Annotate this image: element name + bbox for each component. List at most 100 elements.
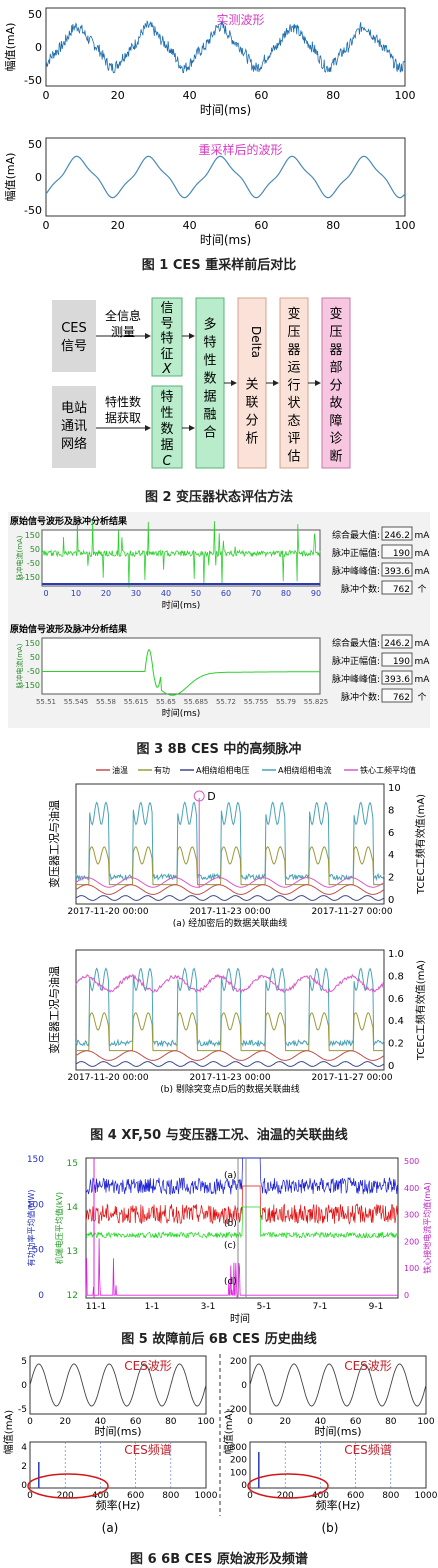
fig4-bottom-ytick-label: 0.8: [388, 971, 404, 982]
delta-label: 分: [245, 413, 258, 428]
fig5-y2-tick: 15: [67, 1159, 78, 1169]
feature-c-label: 性: [160, 406, 173, 421]
fig3-top-xtick-label: 80: [281, 589, 291, 598]
fig1-bottom-xtick-label: 80: [326, 219, 340, 232]
eval-label: 状: [287, 396, 300, 411]
fig6-b-wave-xtick: 20: [279, 1417, 291, 1427]
station-network-box: [52, 386, 96, 468]
fig5-y3-tick: 400: [404, 1184, 419, 1193]
fig6-b-wave-xtick: 40: [315, 1417, 327, 1427]
feature-x-label: 征: [160, 347, 173, 362]
fig6-a-waveform: [29, 1363, 207, 1407]
figure-6: 5 0 -5 0 20 40 60 80 100 时间(ms) CES波形 4 2 0 0 200 400 600…: [0, 1350, 438, 1550]
fig6-b-ylabel: 幅值(mA): [222, 1410, 235, 1454]
fig6-a-wave-ytick: -5: [18, 1405, 27, 1415]
figure-6-caption: 图 6 6B CES 原始波形及频谱: [130, 1552, 308, 1567]
eval-label: 变: [287, 306, 300, 322]
fig4-bottom-left-label: 变压器工况与油温: [47, 966, 61, 1054]
fig6-b-highlight-ellipse: [247, 1473, 329, 1499]
fig4-legend-label: A相绕组相电流: [278, 765, 331, 775]
fig6-a-spec-xtick: 200: [57, 1491, 74, 1501]
fig6-a-spec-xtick: 600: [127, 1491, 144, 1501]
fig3-top-row-box: [381, 544, 413, 559]
fig3-top-row-value: 246.2: [384, 531, 410, 541]
fig3-bottom-row-label: 脉冲正幅值:: [332, 655, 380, 667]
fig1-bottom-xtick-label: 60: [254, 219, 268, 232]
fig4-bottom-power-line: [76, 1012, 384, 1052]
feature-c-label: 据: [160, 438, 173, 453]
fig3-bottom-row-unit: mA: [415, 675, 431, 685]
fig5-y2-tick: 12: [67, 1291, 78, 1301]
fig6-b-wave-ytick: -200: [227, 1405, 248, 1415]
fig6-a-wave-ytick: 0: [21, 1381, 27, 1391]
fig3-bottom-row-value: 190: [393, 657, 410, 667]
fig1-top-xlabel: 时间(ms): [200, 103, 251, 117]
fusion-label: 数: [203, 371, 216, 386]
fig6-b-spec-xtick: 0: [247, 1491, 253, 1501]
fig6-a-spec-ytick: 0: [21, 1481, 27, 1491]
figure-2-caption: 图 2 变压器状态评估方法: [144, 490, 294, 505]
fig1-top-ytick-label: 0: [35, 41, 42, 54]
fig6-a-spec-xtick: 0: [27, 1491, 33, 1501]
eval-label: 估: [287, 449, 300, 464]
fig3-bottom-ytick-label: 50: [30, 653, 40, 662]
fig5-xtick-label: 1-1: [145, 1302, 160, 1312]
eval-label: 运: [287, 361, 300, 376]
fig6-b-spec-xtick: 800: [382, 1491, 399, 1501]
fig6-a-spec-ytick: 2: [21, 1462, 27, 1472]
fig3-bottom-title: 原始信号波形及脉冲分析结果: [10, 623, 128, 635]
fig6-a-wave-xtick: 100: [197, 1417, 214, 1427]
eval-label: 评: [287, 432, 300, 447]
fig6-b-wave-ytick: 200: [230, 1357, 247, 1367]
fig4-bottom-subcaption: (b) 剔除突变点D后的数据关联曲线: [160, 1083, 300, 1095]
figure-2-diagram: CES 信号 电站 通讯 网络 全信息 测量 特性数 据获取信号特征 X 特性数据 C 多特性数据融合 D…: [0, 290, 438, 480]
fig1-bottom-ytick-label: 0: [35, 171, 42, 184]
figure-4-plots: 油温 有功 A相绕组相电压 A相绕组相电流 铁心工频平均值 10 8 6 4 2 0 变压器工况与油温…: [47, 765, 427, 1095]
fig6-a-time-label: 时间(ms): [94, 1425, 141, 1438]
fig5-y3-tick: 100: [404, 1264, 419, 1273]
fig3-top-row-label: 综合最大值:: [332, 529, 380, 541]
fig1-bottom-xtick-label: 100: [395, 219, 416, 232]
acquire-label: 据获取: [105, 411, 141, 425]
fig3-bottom-row-value: 246.2: [384, 639, 410, 649]
figure-4: 油温 有功 A相绕组相电压 A相绕组相电流 铁心工频平均值 10 8 6 4 2 0 变压器工况与油温…: [0, 762, 438, 1122]
fig5-curve-tag: (a): [224, 1171, 237, 1181]
fig6-a-ylabel: 幅值(mA): [2, 1410, 15, 1454]
fig4-bottom-core-line: [75, 973, 385, 994]
fig4-top-power-line: [76, 846, 384, 886]
fig1-bottom-xtick-label: 40: [183, 219, 197, 232]
fig3-bottom-row-box: [381, 652, 413, 667]
fig3-top-xtick-label: 10: [71, 589, 81, 598]
diag-label: 分: [329, 378, 342, 393]
delta-label: 关: [245, 377, 258, 392]
fig1-top-title: 实测波形: [216, 12, 264, 27]
fig3-top-row-value: 190: [393, 549, 410, 559]
fig4-bottom-xtick-label: 2017-11-23 00:00: [189, 1073, 270, 1083]
figure-1-plots: 500-500 20 40 60 80 100时间(ms)幅值(mA)实测波形500-50…: [4, 7, 416, 247]
fig1-top-frame: [45, 7, 406, 87]
delta-label: 联: [245, 395, 258, 410]
fig6-sub-b: (b): [322, 1521, 339, 1535]
fig3-bottom-ytick-label: -150: [22, 681, 40, 690]
fig6-b-spec-ytick: 200: [230, 1456, 247, 1466]
diag-label: 诊: [329, 432, 342, 447]
fig3-bottom-xlabel: 时间(ms): [162, 707, 200, 719]
eval-box: [279, 297, 309, 469]
fig1-bottom-xtick-label: 0: [43, 219, 50, 232]
fig1-top-ylabel: 幅值(mA): [4, 23, 17, 72]
fig3-bottom-row-box: [381, 688, 413, 703]
fig3-top-xtick-label: 60: [221, 589, 231, 598]
fig6-b-spec-ytick: 0: [241, 1481, 247, 1491]
fig4-top-ytick-label: 4: [388, 850, 394, 861]
fig3-bottom-xtick-label: 55.755: [244, 698, 269, 706]
fig6-b-wave-title: CES波形: [344, 1359, 392, 1373]
figure-1-caption: 图 1 CES 重采样前后对比: [141, 258, 297, 273]
fig5-y1-tick: 0: [38, 1291, 44, 1301]
fig3-top-ylabel: 脉冲电流(mA): [15, 535, 24, 580]
fig6-b-spec-xtick: 200: [277, 1491, 294, 1501]
station-network-label: 网络: [61, 436, 87, 452]
fig6-a-spec-ytick: 4: [21, 1443, 27, 1453]
fig4-top-ytick-label: 10: [388, 783, 401, 794]
fig3-top-row-unit: mA: [415, 567, 431, 577]
